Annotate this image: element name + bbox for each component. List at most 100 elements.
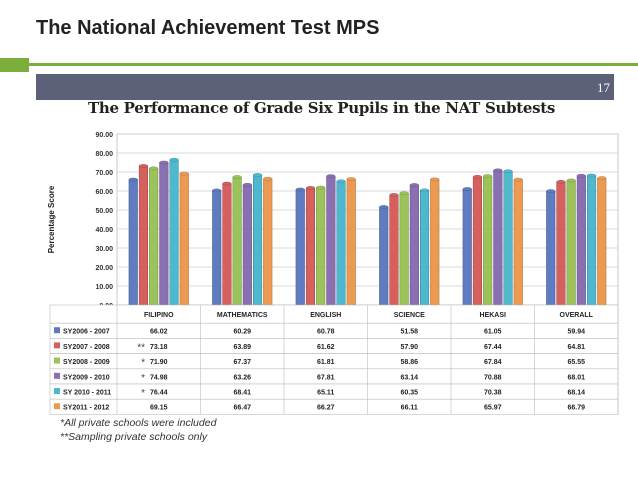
bar (399, 192, 409, 306)
data-label: 67.84 (484, 359, 502, 366)
legend-label: SY2007 - 2008 (63, 344, 110, 351)
legend-swatch (54, 342, 60, 349)
x-category-label: FILIPINO (144, 312, 174, 319)
bar-cap (305, 186, 315, 190)
data-label: 73.18 (150, 344, 168, 351)
data-label: 64.81 (567, 344, 585, 351)
legend-swatch (54, 357, 60, 364)
bar (305, 187, 315, 306)
bar (326, 175, 336, 306)
bar-cap (149, 166, 159, 171)
data-label: 61.05 (484, 329, 502, 336)
legend-swatch (54, 327, 60, 334)
data-label: 69.15 (150, 405, 168, 412)
bar-cap (462, 187, 472, 191)
bar-cap (316, 185, 326, 190)
bar (556, 181, 566, 306)
data-label: 63.14 (400, 374, 418, 381)
accent-block (0, 58, 29, 72)
data-label: 68.01 (567, 374, 585, 381)
bar-cap (212, 188, 222, 193)
legend-label: SY 2010 - 2011 (63, 390, 111, 397)
y-axis-label: Percentage Score (47, 185, 56, 253)
bar-cap (566, 178, 576, 183)
x-category-label: MATHEMATICS (217, 312, 268, 319)
bar-cap (597, 176, 607, 180)
data-label: 60.35 (400, 390, 418, 397)
bar-cap (179, 171, 189, 176)
bar (379, 206, 389, 306)
data-label: 70.38 (484, 390, 502, 397)
series-marker: ** (137, 342, 145, 353)
legend-label: SY2006 - 2007 (63, 329, 110, 336)
bar (483, 175, 493, 306)
page-number: 17 (597, 80, 610, 95)
data-label: 61.81 (317, 359, 335, 366)
x-category-label: ENGLISH (310, 312, 341, 319)
bar (316, 187, 326, 306)
bar (409, 184, 419, 306)
bar-cap (503, 169, 513, 174)
data-label: 67.44 (484, 344, 502, 351)
footnote-sampling-private: **Sampling private schools only (60, 431, 208, 443)
chart-title: The Performance of Grade Six Pupils in t… (88, 99, 556, 117)
data-label: 63.89 (233, 344, 251, 351)
legend-swatch (54, 388, 60, 394)
legend-swatch (54, 372, 60, 379)
bar-cap (430, 177, 440, 182)
bar-cap (472, 175, 482, 179)
bar (462, 188, 472, 306)
y-tick-label: 10.00 (95, 284, 113, 291)
bar (576, 175, 586, 306)
data-label: 66.27 (317, 405, 335, 412)
data-label: 57.90 (400, 344, 418, 351)
data-label: 58.86 (400, 359, 418, 366)
data-label: 68.41 (233, 390, 251, 397)
bar (389, 194, 399, 306)
header-bar (36, 74, 614, 100)
series-marker: * (141, 388, 145, 399)
bar (149, 168, 159, 306)
legend-swatch (54, 403, 60, 410)
bar-cap (399, 191, 409, 195)
bar-cap (326, 174, 336, 178)
bar-cap (232, 175, 242, 179)
bar-cap (336, 179, 346, 184)
x-category-label: SCIENCE (394, 312, 425, 319)
data-label: 65.11 (317, 390, 334, 397)
bar-cap (493, 168, 503, 173)
y-tick-label: 70.00 (95, 170, 113, 177)
y-tick-label: 40.00 (95, 227, 113, 234)
bar (430, 179, 440, 306)
data-label: 74.98 (150, 374, 168, 381)
bar (232, 176, 242, 306)
data-label: 70.88 (484, 374, 502, 381)
bar-cap (242, 183, 252, 187)
data-label: 68.14 (567, 390, 585, 397)
bar-cap (409, 183, 419, 187)
bar-cap (483, 174, 493, 178)
bar (295, 189, 305, 306)
footnote-all-private: *All private schools were included (60, 417, 217, 429)
bar-cap (389, 193, 399, 197)
bar (513, 179, 523, 306)
bar (212, 190, 222, 306)
bar (222, 183, 232, 306)
bar (253, 174, 263, 306)
bar (336, 181, 346, 306)
bar-cap (379, 205, 389, 209)
data-label: 76.44 (150, 390, 168, 397)
data-label: 66.02 (150, 329, 168, 336)
slide-title: The National Achievement Test MPS (36, 17, 380, 39)
y-tick-label: 30.00 (95, 246, 113, 253)
bar (546, 190, 556, 306)
data-label: 61.62 (317, 344, 335, 351)
bar-cap (128, 177, 138, 182)
bar-cap (253, 173, 263, 177)
y-tick-label: 80.00 (95, 151, 113, 158)
bar (169, 159, 179, 306)
bar (263, 178, 273, 306)
bar (138, 165, 148, 306)
data-label: 65.55 (567, 359, 585, 366)
